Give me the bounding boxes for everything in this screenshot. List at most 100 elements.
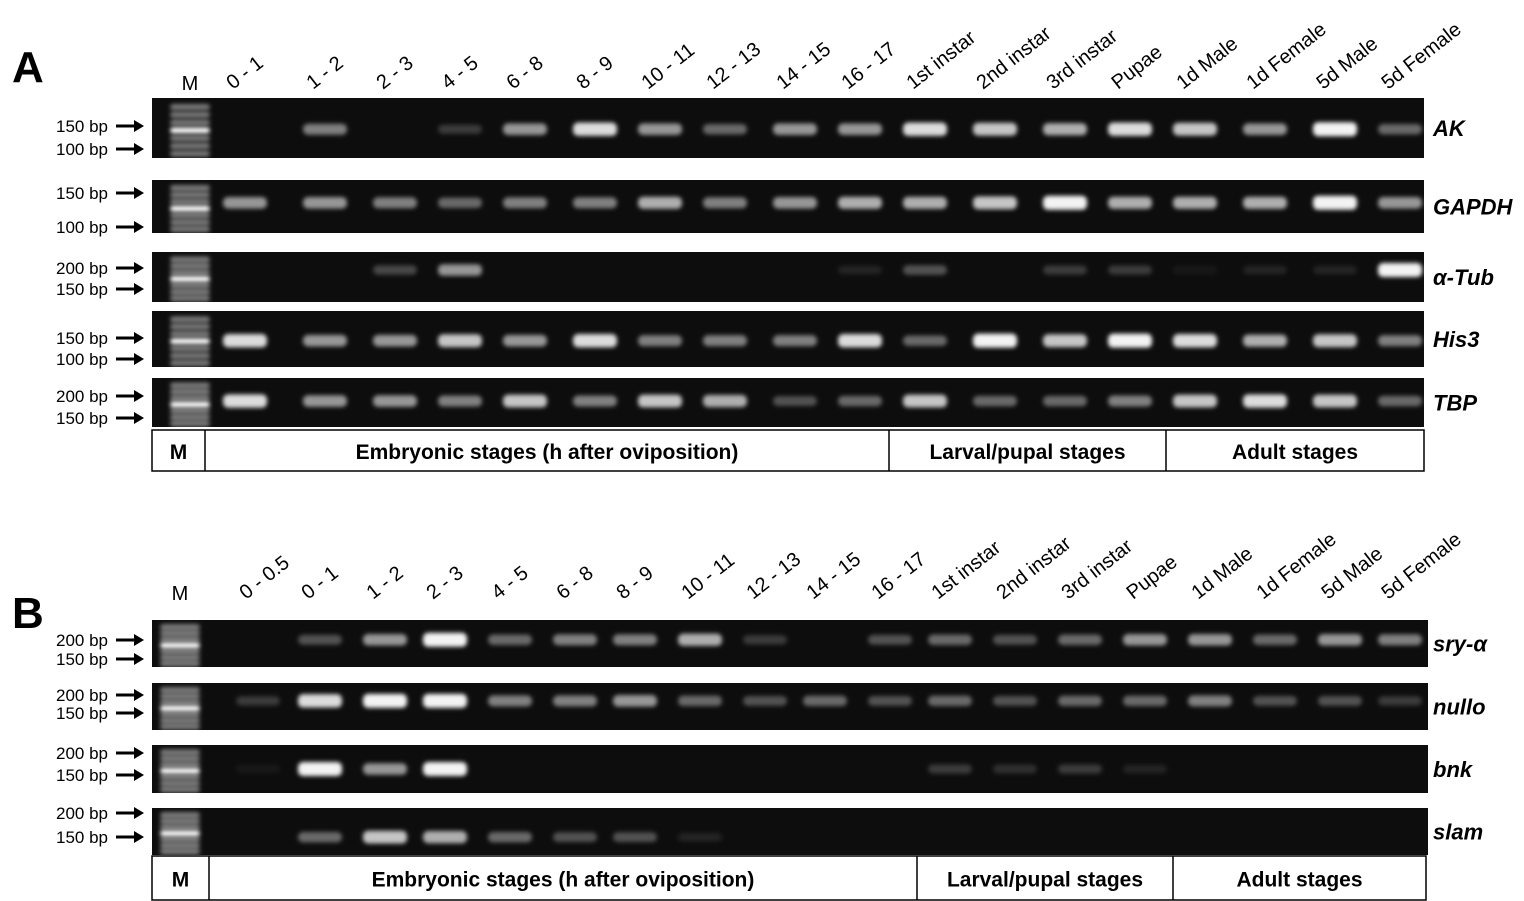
gene-name: bnk	[1433, 757, 1474, 782]
band	[1378, 263, 1422, 277]
band	[638, 123, 682, 135]
ladder-band	[170, 213, 210, 219]
ladder-band	[160, 711, 200, 717]
band	[928, 764, 972, 773]
band	[438, 125, 482, 134]
band	[363, 831, 407, 844]
band	[373, 335, 417, 347]
size-label: 150 bp	[56, 766, 108, 785]
gel	[152, 683, 1428, 730]
band	[423, 831, 467, 843]
ladder-band	[170, 185, 210, 191]
ladder-band	[170, 414, 210, 420]
ladder-band	[160, 836, 200, 842]
band	[236, 696, 280, 705]
band	[1378, 396, 1422, 406]
band	[363, 694, 407, 708]
band	[1188, 634, 1232, 646]
ladder-band	[160, 774, 200, 780]
band	[1043, 123, 1087, 135]
band	[1108, 123, 1152, 136]
band	[1173, 395, 1217, 408]
size-label: 150 bp	[56, 184, 108, 203]
band	[503, 123, 547, 135]
size-label: 100 bp	[56, 218, 108, 237]
ladder-band	[170, 151, 210, 157]
band	[638, 197, 682, 209]
gene-name: His3	[1433, 327, 1479, 352]
band	[1043, 196, 1087, 210]
band	[438, 396, 482, 407]
band	[613, 832, 657, 842]
ladder-band	[160, 849, 200, 855]
gel	[152, 745, 1428, 793]
ladder-band	[170, 316, 210, 322]
band	[903, 123, 947, 136]
band	[973, 334, 1017, 348]
band	[298, 694, 342, 707]
band	[993, 635, 1037, 645]
ladder-band	[170, 257, 210, 263]
band	[838, 396, 882, 406]
size-label: 150 bp	[56, 704, 108, 723]
ladder-band	[160, 768, 200, 774]
gel	[152, 252, 1424, 302]
ladder-band	[170, 112, 210, 118]
band	[928, 635, 972, 645]
marker-label: M	[172, 583, 189, 605]
band	[298, 762, 342, 776]
stage-label: M	[170, 441, 188, 464]
ladder-band	[160, 749, 200, 755]
band	[1318, 634, 1362, 646]
stage-label: Adult stages	[1236, 869, 1362, 892]
band	[298, 832, 342, 842]
band	[678, 833, 722, 842]
ladder-band	[160, 830, 200, 836]
gene-name: nullo	[1433, 695, 1486, 720]
band	[703, 395, 747, 407]
band	[613, 634, 657, 645]
band	[488, 695, 532, 706]
ladder-band	[160, 624, 200, 630]
band	[838, 266, 882, 275]
ladder-band	[170, 389, 210, 395]
gel	[152, 808, 1428, 855]
marker-label: M	[182, 73, 199, 95]
ladder-band	[170, 192, 210, 198]
band	[1108, 265, 1152, 274]
ladder-band	[170, 382, 210, 388]
band	[1253, 696, 1297, 706]
band	[1378, 335, 1422, 346]
band	[903, 335, 947, 345]
size-label: 150 bp	[56, 329, 108, 348]
band	[303, 124, 347, 135]
band	[573, 396, 617, 407]
band	[363, 634, 407, 646]
band	[773, 335, 817, 346]
band	[423, 633, 467, 647]
ladder-band	[170, 199, 210, 205]
size-label: 150 bp	[56, 117, 108, 136]
ladder-band	[170, 395, 210, 401]
band	[868, 635, 912, 645]
ladder-band	[170, 408, 210, 414]
gene-name: GAPDH	[1433, 195, 1514, 220]
band	[838, 197, 882, 209]
ladder-band	[160, 755, 200, 761]
ladder-band	[160, 718, 200, 724]
band	[303, 335, 347, 347]
ladder-band	[170, 135, 210, 141]
band	[1108, 396, 1152, 407]
gene-name: slam	[1433, 820, 1483, 845]
band	[553, 695, 597, 706]
band	[298, 635, 342, 645]
band	[1313, 196, 1357, 210]
band	[373, 265, 417, 275]
band	[743, 635, 787, 644]
band	[553, 832, 597, 842]
band	[503, 335, 547, 347]
stage-label: Embryonic stages (h after oviposition)	[372, 869, 755, 892]
band	[613, 695, 657, 707]
band	[1043, 396, 1087, 406]
band	[868, 696, 912, 706]
